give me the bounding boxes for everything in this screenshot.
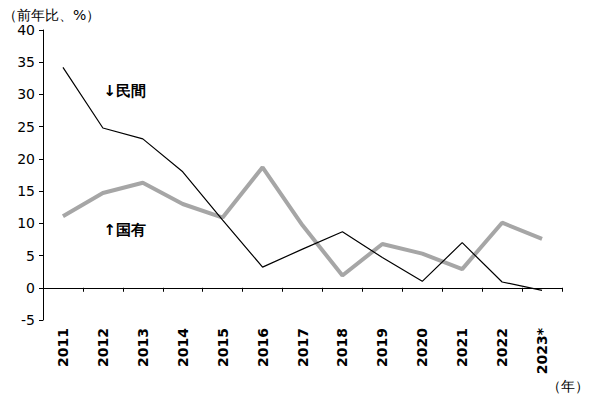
svg-text:2013: 2013 (135, 328, 151, 367)
svg-text:35: 35 (17, 54, 35, 70)
svg-text:5: 5 (26, 248, 35, 264)
svg-text:15: 15 (17, 183, 35, 199)
svg-text:30: 30 (17, 86, 35, 102)
svg-text:2023*: 2023* (534, 327, 550, 374)
svg-text:-5: -5 (21, 312, 35, 328)
svg-text:2011: 2011 (55, 328, 71, 367)
svg-text:2012: 2012 (95, 328, 111, 367)
svg-text:25: 25 (17, 119, 35, 135)
svg-text:2022: 2022 (494, 328, 510, 367)
svg-text:↓民間: ↓民間 (104, 82, 147, 100)
svg-text:2017: 2017 (295, 328, 311, 367)
svg-text:2014: 2014 (175, 328, 191, 367)
svg-text:2021: 2021 (454, 328, 470, 367)
svg-text:0: 0 (26, 280, 35, 296)
svg-text:2020: 2020 (414, 328, 430, 367)
svg-text:（年）: （年） (547, 378, 589, 394)
svg-text:（前年比、%）: （前年比、%） (3, 7, 100, 23)
svg-text:2019: 2019 (374, 328, 390, 367)
svg-text:10: 10 (17, 215, 35, 231)
svg-text:↑国有: ↑国有 (104, 221, 147, 239)
svg-text:40: 40 (17, 22, 35, 38)
svg-text:20: 20 (17, 151, 35, 167)
svg-text:2018: 2018 (334, 328, 350, 367)
svg-text:2016: 2016 (255, 328, 271, 367)
svg-text:2015: 2015 (215, 328, 231, 367)
